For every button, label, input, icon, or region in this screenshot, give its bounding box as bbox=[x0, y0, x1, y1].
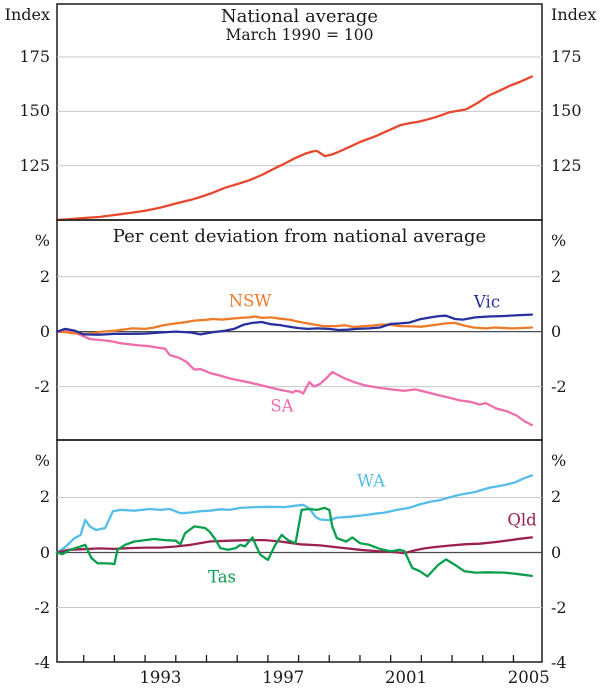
series-label-sa: SA bbox=[270, 396, 294, 416]
y-tick-label-left: 125 bbox=[19, 155, 50, 175]
y-tick-label-left: 2 bbox=[39, 266, 50, 286]
y-axis-unit-percent-left-bottom: % bbox=[34, 451, 50, 470]
series-line-nsw bbox=[55, 315, 534, 336]
y-tick-label-left: -4 bbox=[34, 652, 50, 672]
series-line-qld bbox=[55, 536, 534, 555]
series-label-qld: Qld bbox=[507, 510, 537, 530]
series-label-vic: Vic bbox=[473, 292, 501, 312]
y-tick-label-right: -4 bbox=[551, 652, 567, 672]
y-tick-label-left: 0 bbox=[39, 321, 50, 341]
y-tick-label-left: -2 bbox=[34, 376, 50, 396]
series-label-nsw: NSW bbox=[228, 291, 272, 311]
series-line-national-average bbox=[55, 75, 534, 222]
series-label-wa: WA bbox=[356, 471, 386, 491]
y-tick-label-right: 125 bbox=[551, 155, 582, 175]
y-axis-unit-percent-left-middle: % bbox=[34, 231, 50, 250]
y-axis-unit-index-right: Index bbox=[551, 5, 597, 24]
y-tick-label-right: 150 bbox=[551, 101, 582, 121]
y-tick-label-right: 2 bbox=[551, 266, 562, 286]
panel1-subtitle: March 1990 = 100 bbox=[225, 26, 374, 44]
panel1-title: National average bbox=[220, 6, 379, 27]
y-axis-unit-percent-right-bottom: % bbox=[551, 451, 567, 470]
panel-border bbox=[56, 439, 543, 663]
panel2-title: Per cent deviation from national average bbox=[112, 226, 487, 247]
y-axis-unit-index-left: Index bbox=[4, 5, 50, 24]
y-tick-label-right: -2 bbox=[551, 597, 567, 617]
y-tick-label-right: 0 bbox=[551, 542, 562, 562]
panel-border bbox=[56, 219, 543, 441]
y-tick-label-left: 175 bbox=[19, 47, 50, 67]
x-year-label: 1993 bbox=[139, 668, 182, 687]
y-tick-label-right: -2 bbox=[551, 376, 567, 396]
series-line-wa bbox=[55, 474, 534, 554]
x-year-label: 2005 bbox=[507, 668, 550, 687]
y-tick-label-right: 175 bbox=[551, 47, 582, 67]
y-tick-label-left: 0 bbox=[39, 542, 50, 562]
series-line-sa bbox=[55, 329, 534, 427]
y-tick-label-right: 2 bbox=[551, 487, 562, 507]
series-label-tas: Tas bbox=[207, 567, 237, 587]
y-tick-label-left: 150 bbox=[19, 101, 50, 121]
series-line-vic bbox=[55, 313, 534, 336]
x-year-label: 1997 bbox=[262, 668, 305, 687]
y-tick-label-right: 0 bbox=[551, 321, 562, 341]
y-tick-label-left: -2 bbox=[34, 597, 50, 617]
y-tick-label-left: 2 bbox=[39, 487, 50, 507]
x-year-label: 2001 bbox=[385, 668, 428, 687]
y-axis-unit-percent-right-middle: % bbox=[551, 231, 567, 250]
series-line-tas bbox=[55, 506, 534, 578]
